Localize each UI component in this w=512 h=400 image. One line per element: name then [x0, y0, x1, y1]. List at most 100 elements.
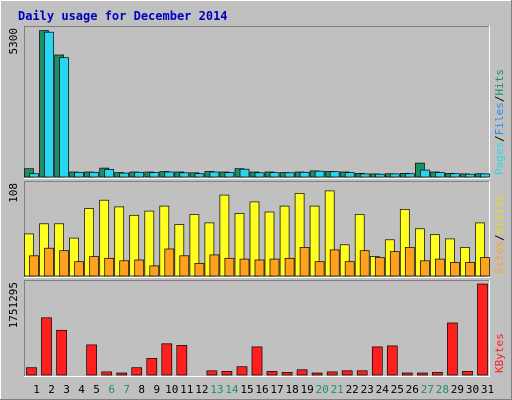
bar-sites-day-17 — [269, 258, 280, 277]
bar-sites-day-8 — [134, 259, 145, 277]
bar-kbytes-day-23 — [356, 370, 368, 376]
bar-kbytes-day-6 — [101, 371, 113, 376]
panel-visits-sites: 108 Sites/Visits — [7, 181, 506, 278]
x-tick-label: 2 — [48, 383, 55, 396]
bar-visits-day-20 — [309, 205, 320, 277]
bar-sites-day-12 — [194, 263, 205, 277]
x-tick-label: 25 — [391, 383, 404, 396]
bar-sites-day-2 — [44, 247, 54, 277]
x-tick-label: 5 — [93, 383, 100, 396]
bar-sites-day-11 — [179, 255, 190, 277]
x-tick-label: 30 — [466, 383, 479, 396]
bar-kbytes-day-11 — [176, 345, 188, 376]
series-sites — [29, 247, 490, 277]
bar-kbytes-day-19 — [296, 369, 308, 376]
axis-label-sites: Sites — [493, 241, 506, 274]
y-max-label: 5300 — [7, 28, 20, 55]
bar-kbytes-day-1 — [26, 367, 37, 376]
axis-label-hits: Hits — [493, 69, 506, 96]
x-tick-label: 8 — [138, 383, 145, 396]
bar-sites-day-15 — [239, 258, 250, 277]
x-axis-labels: 1 2 3 4 5 6 7 8 9 10 11 12 13 14 15 16 17 18 19 20 21 22 23 24 2… — [33, 383, 494, 396]
bar-visits-day-15 — [234, 213, 245, 277]
bar-sites-day-3 — [59, 250, 69, 277]
bar-visits-day-12 — [189, 214, 200, 277]
bar-sites-day-14 — [224, 257, 235, 277]
bar-sites-day-27 — [420, 260, 430, 277]
x-tick-label: 10 — [165, 383, 178, 396]
bar-kbytes-day-2 — [41, 317, 52, 376]
bar-kbytes-day-16 — [251, 346, 263, 376]
bar-files-day-29 — [450, 173, 460, 178]
x-tick-label: 12 — [195, 383, 208, 396]
bar-sites-day-20 — [314, 261, 325, 277]
x-tick-label: 7 — [123, 383, 130, 396]
bar-files-day-1 — [29, 173, 39, 178]
bar-files-day-3 — [59, 57, 69, 178]
bar-kbytes-day-7 — [116, 372, 128, 376]
bar-visits-day-14 — [219, 194, 230, 277]
bar-sites-day-16 — [254, 259, 265, 277]
axis-label-visits: Visits — [493, 195, 506, 235]
bar-kbytes-day-10 — [161, 343, 173, 376]
x-tick-label: 14 — [225, 383, 239, 396]
x-tick-label: 11 — [180, 383, 193, 396]
bar-sites-day-25 — [389, 251, 400, 277]
bar-files-day-23 — [359, 173, 370, 178]
x-tick-label: 3 — [63, 383, 70, 396]
bar-files-day-13 — [209, 171, 220, 178]
bar-kbytes-day-28 — [432, 372, 443, 376]
x-tick-label: 1 — [33, 383, 40, 396]
bar-files-day-4 — [74, 171, 84, 178]
series-axis-label: Pages/Files/Hits — [493, 69, 506, 175]
bar-visits-day-16 — [249, 201, 260, 277]
series-kbytes — [26, 283, 488, 376]
separator: / — [493, 135, 506, 142]
bar-files-day-14 — [224, 172, 235, 178]
panel-kbytes: 1751295 KBytes — [7, 280, 506, 377]
bar-sites-day-21 — [329, 249, 340, 277]
bar-sites-day-23 — [359, 250, 370, 277]
bar-files-day-16 — [254, 172, 265, 178]
bar-sites-day-18 — [284, 257, 295, 277]
bar-files-day-17 — [269, 172, 280, 178]
bar-files-day-15 — [239, 168, 250, 178]
bar-visits-day-18 — [279, 205, 290, 277]
x-tick-label: 6 — [108, 383, 115, 396]
bar-kbytes-day-29 — [447, 322, 458, 376]
series-axis-label: KBytes — [493, 333, 506, 373]
bar-files-day-26 — [404, 173, 415, 178]
bar-kbytes-day-17 — [266, 371, 278, 376]
bar-visits-day-19 — [294, 193, 305, 277]
bar-sites-day-4 — [74, 261, 84, 277]
bar-visits-day-5 — [84, 208, 94, 277]
bar-kbytes-day-27 — [417, 372, 428, 376]
bar-kbytes-day-24 — [371, 346, 383, 376]
bar-visits-day-28 — [430, 234, 440, 277]
bar-sites-day-9 — [149, 265, 160, 277]
bar-kbytes-day-20 — [311, 372, 323, 376]
bar-files-day-2 — [44, 31, 54, 178]
bar-visits-day-22 — [339, 244, 350, 277]
bar-visits-day-8 — [129, 214, 140, 277]
bar-kbytes-day-26 — [401, 372, 413, 376]
bar-files-day-5 — [89, 171, 99, 178]
x-tick-label: 31 — [481, 383, 494, 396]
bar-files-day-28 — [435, 172, 445, 178]
bar-files-day-30 — [465, 173, 475, 178]
x-tick-label: 23 — [361, 383, 374, 396]
bar-sites-day-26 — [404, 247, 415, 277]
bar-files-day-11 — [179, 172, 190, 178]
bar-files-day-12 — [194, 173, 205, 178]
separator: / — [493, 234, 506, 241]
bar-sites-day-1 — [29, 255, 39, 277]
bar-kbytes-day-13 — [206, 370, 218, 376]
bar-sites-day-28 — [435, 258, 445, 277]
bar-files-day-19 — [299, 171, 310, 178]
axis-label-kbytes: KBytes — [493, 333, 506, 373]
x-tick-label: 17 — [270, 383, 283, 396]
bar-files-day-9 — [149, 172, 160, 178]
bar-files-day-6 — [104, 169, 115, 178]
x-tick-label: 9 — [153, 383, 160, 396]
